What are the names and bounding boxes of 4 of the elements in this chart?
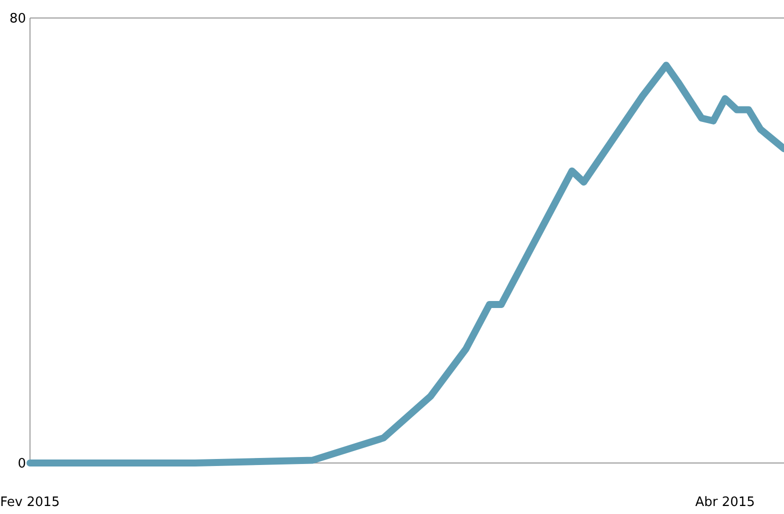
y-tick-label: 0 bbox=[18, 456, 26, 472]
y-tick-label: 80 bbox=[9, 12, 26, 27]
x-tick-label: Abr 2015 bbox=[695, 495, 755, 510]
x-tick-label: Fev 2015 bbox=[0, 495, 60, 510]
